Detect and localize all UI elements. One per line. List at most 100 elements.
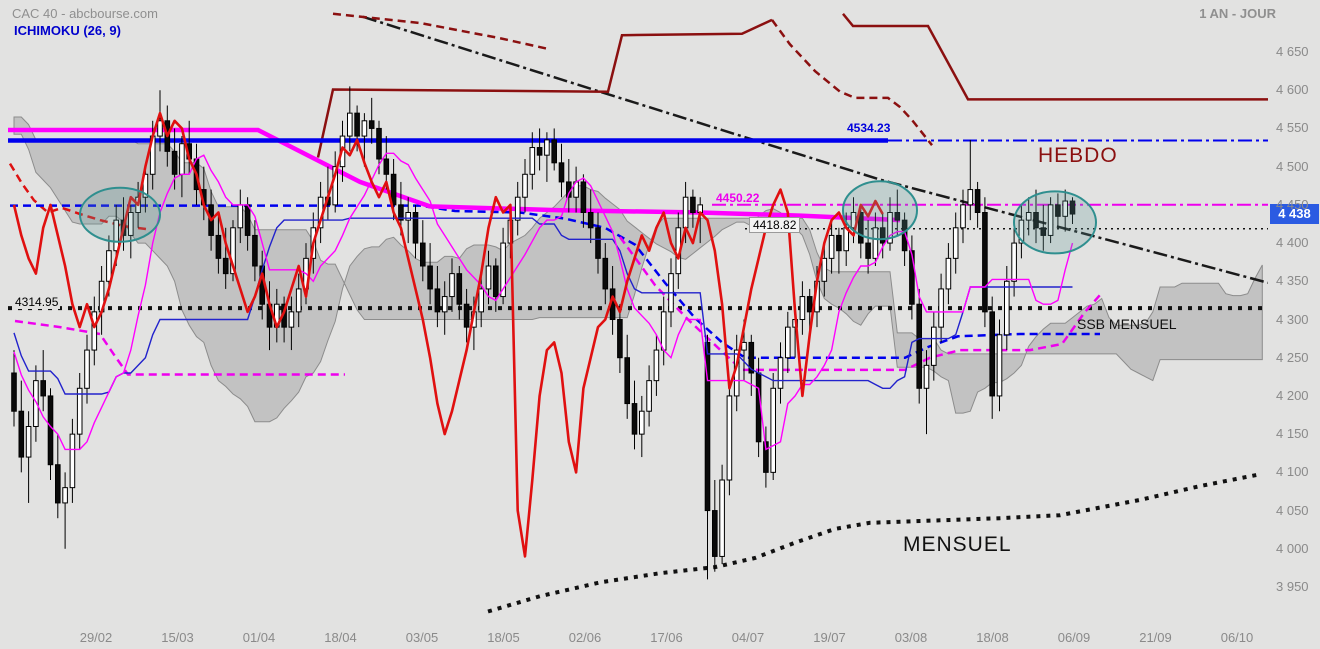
candle-up [441,296,448,313]
candle-up [799,296,806,321]
candle-down [690,196,696,213]
x-axis-tick: 06/09 [1057,630,1091,645]
highlight-ellipse [842,180,918,241]
y-axis-tick: 4 100 [1276,464,1309,480]
x-axis-tick: 29/02 [79,630,113,645]
candle-up [1011,242,1017,282]
candle-up [821,257,828,282]
candle-down [806,296,813,313]
candle-down [368,120,375,129]
candle-down [916,303,923,389]
candle-down [420,242,426,267]
plot-group [8,12,1268,614]
y-axis-tick: 4 350 [1276,273,1309,289]
candle-down [704,341,711,512]
candle-down [836,234,842,252]
candle-down [18,410,25,458]
candle-up [361,120,368,137]
candle-up [91,311,98,351]
candle-down [376,127,382,160]
x-axis-tick: 06/10 [1220,630,1254,645]
weekly-magenta-thick [8,127,901,223]
candle-down [493,265,499,298]
candle-down [989,311,996,397]
candle-up [938,288,944,328]
ssb-mensuel-annotation: SSB MENSUEL [1077,316,1177,332]
candle-down [434,288,441,313]
candle-up [478,288,484,313]
x-axis-tick: 17/06 [650,630,683,645]
y-axis-tick: 4 050 [1276,502,1309,518]
x-axis-tick: 03/05 [405,630,439,645]
candle-up [952,227,959,259]
level-label-4534: 4534.23 [847,121,891,135]
candle-up [106,250,112,282]
candle-up [960,204,966,229]
candle-up [967,189,974,206]
candle-down [354,112,360,137]
candle-down [171,150,178,175]
y-axis-tick: 3 950 [1276,579,1309,594]
candle-up [1004,280,1010,336]
y-axis-tick: 4 150 [1276,426,1309,442]
candle-up [828,234,835,259]
highlight-ellipse [1013,190,1097,255]
y-axis-tick: 4 550 [1276,120,1309,136]
candle-up [1025,212,1032,221]
candle-down [1033,212,1039,229]
chart-title: CAC 40 - abcbourse.com [12,6,158,21]
candle-up [522,173,528,198]
level-label-4418: 4418.82 [749,217,801,233]
candle-up [142,173,149,198]
x-axis-tick: 18/05 [487,630,520,645]
candle-down [1055,204,1061,217]
level-label-4450: 4450.22 [716,191,760,205]
candle-down [858,212,864,244]
candle-up [230,227,236,275]
x-axis-tick: 19/07 [813,630,846,645]
hebdo-ssb-solid [842,13,1268,101]
x-axis-tick: 03/08 [894,630,928,645]
candle-up [646,380,652,412]
candle-down [1069,200,1076,215]
candle-up [741,341,747,351]
candle-up [785,326,791,359]
candle-up [639,410,645,435]
candle-up [449,273,455,298]
hebdo-ssa-solid [316,18,773,158]
candle-up [500,242,506,298]
candle-up [682,196,689,229]
candle-down [865,242,871,259]
candle-down [551,139,558,164]
y-axis-tick: 4 600 [1276,82,1309,98]
candle-down [974,189,981,213]
candle-up [770,387,777,473]
candle-up [157,120,163,137]
y-axis-tick: 4 650 [1276,44,1309,59]
trendline-dashdot [362,15,1268,285]
candle-down [47,395,54,466]
candle-up [1018,219,1025,244]
candle-up [179,143,185,175]
candle-up [295,288,302,313]
candle-up [62,487,68,504]
x-axis-tick: 15/03 [161,630,194,645]
y-axis-tick: 4 450 [1276,196,1309,212]
candle-down [712,510,718,557]
indicator-label[interactable]: ICHIMOKU (26, 9) [14,23,121,38]
candle-down [624,357,631,405]
candle-up [514,196,521,221]
candle-up [660,311,667,351]
candle-up [113,219,120,252]
candle-down [412,212,419,244]
candle-down [456,273,463,305]
candle-down [595,227,601,259]
candle-down [894,212,901,221]
candle-down [390,173,397,206]
candle-down [55,464,61,504]
candle-up [719,479,725,557]
hebdo-top-dashed [332,12,549,51]
magenta-dashed-weekly-a [14,319,345,376]
